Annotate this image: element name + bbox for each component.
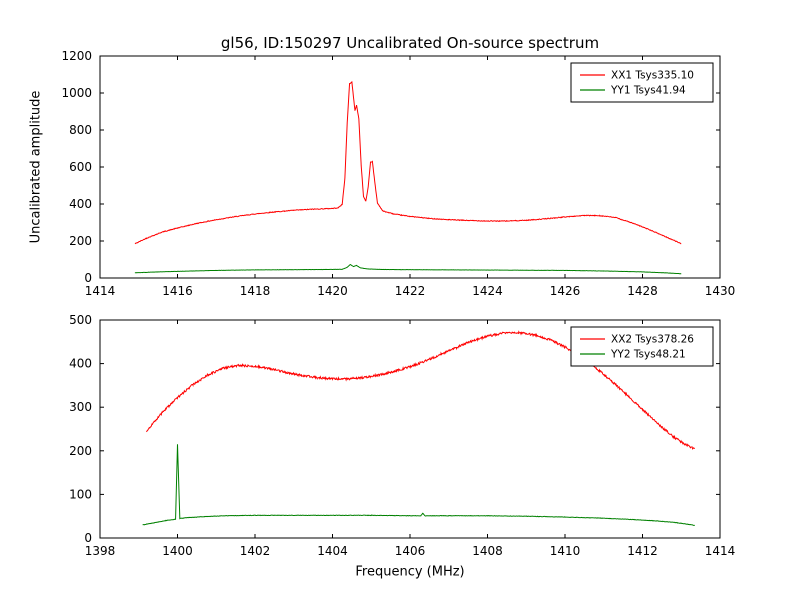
- series-line-YY1: [134, 264, 682, 275]
- x-tick-label: 1404: [317, 544, 348, 558]
- x-tick-label: 1422: [395, 284, 426, 298]
- x-tick-label: 1414: [85, 284, 116, 298]
- y-tick-label: 100: [69, 487, 92, 501]
- x-tick-label: 1426: [550, 284, 581, 298]
- x-tick-label: 1412: [627, 544, 658, 558]
- x-tick-label: 1430: [705, 284, 736, 298]
- x-tick-label: 1402: [240, 544, 271, 558]
- x-tick-label: 1400: [162, 544, 193, 558]
- y-tick-label: 200: [69, 444, 92, 458]
- axes-frame: [99, 55, 721, 279]
- x-axis-label: Frequency (MHz): [355, 564, 465, 580]
- y-axis-label: Uncalibrated amplitude: [28, 90, 44, 244]
- series-line-XX2: [146, 330, 695, 450]
- x-tick-label: 1406: [395, 544, 426, 558]
- x-tick-label: 1420: [317, 284, 348, 298]
- y-tick-label: 400: [69, 197, 92, 211]
- axes-frame: [99, 319, 721, 539]
- legend-entry-label: XX2 Tsys378.26: [611, 334, 694, 346]
- subplot-2: 1398 1400 1402 1404 1406 1408 1410 1412 1414 0 100…: [69, 313, 735, 558]
- x-tick-label: 1408: [472, 544, 503, 558]
- x-tick-label: 1418: [240, 284, 271, 298]
- x-tick-label: 1414: [705, 544, 736, 558]
- x-tick-label: 1410: [550, 544, 581, 558]
- series-line-XX1: [134, 81, 682, 245]
- legend-box: [570, 326, 714, 367]
- legend-entry-label: XX1 Tsys335.10: [611, 70, 694, 82]
- x-tick-label: 1428: [627, 284, 658, 298]
- subplot-1: 1414 1416 1418 1420 1422 1424 1426 1428 1430 0 200…: [61, 49, 735, 298]
- y-tick-label: 400: [69, 357, 92, 371]
- y-tick-label: 1200: [61, 49, 92, 63]
- legend-entry-label: YY1 Tsys41.94: [610, 85, 686, 97]
- y-tick-label: 500: [69, 313, 92, 327]
- figure-title: gl56, ID:150297 Uncalibrated On-source s…: [220, 34, 600, 52]
- y-tick-label: 300: [69, 400, 92, 414]
- legend-box: [570, 62, 714, 103]
- y-tick-label: 200: [69, 234, 92, 248]
- y-tick-label: 0: [84, 531, 92, 545]
- legend: XX2 Tsys378.26 YY2 Tsys48.21: [570, 326, 714, 367]
- legend-entry-label: YY2 Tsys48.21: [610, 349, 686, 361]
- y-tick-label: 600: [69, 160, 92, 174]
- series-line-YY2: [142, 444, 695, 526]
- legend: XX1 Tsys335.10 YY1 Tsys41.94: [570, 62, 714, 103]
- y-tick-label: 1000: [61, 86, 92, 100]
- y-tick-label: 0: [84, 271, 92, 285]
- y-tick-label: 800: [69, 123, 92, 137]
- x-tick-label: 1424: [472, 284, 503, 298]
- x-tick-label: 1416: [162, 284, 193, 298]
- x-tick-label: 1398: [85, 544, 116, 558]
